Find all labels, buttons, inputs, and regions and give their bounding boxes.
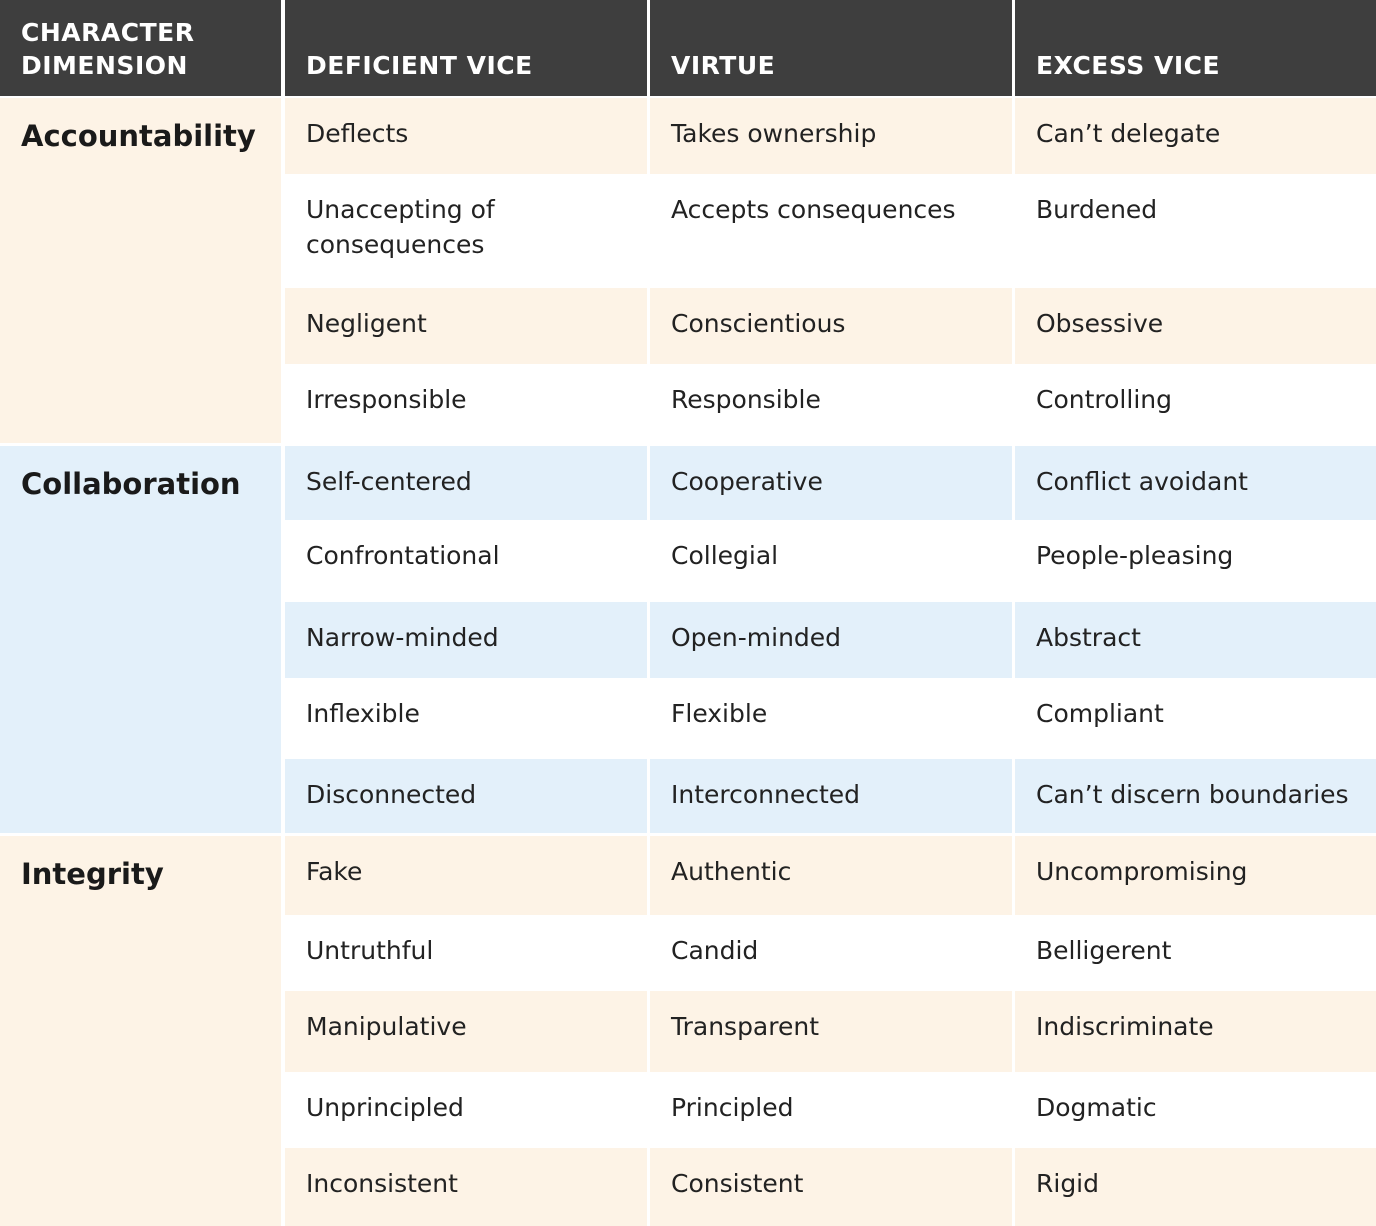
- cell-virtue: Authentic: [650, 836, 1012, 915]
- cell-deficient: Inconsistent: [285, 1148, 647, 1226]
- cell-virtue: Conscientious: [650, 288, 1012, 364]
- cell-deficient: Inflexible: [285, 678, 647, 759]
- cell-excess: Dogmatic: [1015, 1072, 1376, 1148]
- cell-deficient: Unaccepting of consequences: [285, 174, 647, 288]
- cell-excess: Belligerent: [1015, 915, 1376, 991]
- header-character-dimension: CHARACTER DIMENSION: [0, 0, 281, 96]
- cell-virtue: Transparent: [650, 991, 1012, 1072]
- cell-deficient: Untruthful: [285, 915, 647, 991]
- cell-deficient: Irresponsible: [285, 364, 647, 443]
- cell-virtue: Open-minded: [650, 602, 1012, 678]
- cell-virtue: Responsible: [650, 364, 1012, 443]
- dimension-collaboration: Collaboration: [0, 446, 281, 833]
- cell-deficient: Deflects: [285, 98, 647, 174]
- cell-virtue: Candid: [650, 915, 1012, 991]
- cell-virtue: Accepts consequences: [650, 174, 1012, 288]
- cell-deficient: Unprincipled: [285, 1072, 647, 1148]
- cell-excess: Abstract: [1015, 602, 1376, 678]
- cell-virtue: Consistent: [650, 1148, 1012, 1226]
- header-deficient-vice-label: DEFICIENT VICE: [306, 51, 533, 80]
- cell-excess: Can’t discern boundaries: [1015, 759, 1376, 833]
- cell-virtue: Interconnected: [650, 759, 1012, 833]
- header-excess-vice-label: EXCESS VICE: [1036, 51, 1221, 80]
- cell-deficient: Self-centered: [285, 446, 647, 520]
- cell-virtue: Takes ownership: [650, 98, 1012, 174]
- dimension-integrity: Integrity: [0, 836, 281, 1226]
- cell-excess: Conflict avoidant: [1015, 446, 1376, 520]
- cell-excess: People-pleasing: [1015, 520, 1376, 602]
- cell-virtue: Principled: [650, 1072, 1012, 1148]
- cell-excess: Controlling: [1015, 364, 1376, 443]
- cell-excess: Rigid: [1015, 1148, 1376, 1226]
- cell-virtue: Collegial: [650, 520, 1012, 602]
- header-deficient-vice: DEFICIENT VICE: [285, 0, 647, 96]
- cell-deficient: Confrontational: [285, 520, 647, 602]
- cell-deficient: Fake: [285, 836, 647, 915]
- cell-virtue: Flexible: [650, 678, 1012, 759]
- header-character-dimension-line-2: DIMENSION: [21, 51, 188, 80]
- dimension-accountability: Accountability: [0, 98, 281, 443]
- cell-excess: Burdened: [1015, 174, 1376, 288]
- cell-deficient: Narrow-minded: [285, 602, 647, 678]
- cell-deficient: Manipulative: [285, 991, 647, 1072]
- cell-excess: Indiscriminate: [1015, 991, 1376, 1072]
- cell-deficient: Disconnected: [285, 759, 647, 833]
- cell-excess: Can’t delegate: [1015, 98, 1376, 174]
- cell-excess: Uncompromising: [1015, 836, 1376, 915]
- header-excess-vice: EXCESS VICE: [1015, 0, 1376, 96]
- cell-excess: Compliant: [1015, 678, 1376, 759]
- header-virtue: VIRTUE: [650, 0, 1012, 96]
- cell-deficient: Negligent: [285, 288, 647, 364]
- header-virtue-label: VIRTUE: [671, 51, 776, 80]
- cell-excess: Obsessive: [1015, 288, 1376, 364]
- header-character-dimension-line-1: CHARACTER: [21, 18, 195, 47]
- cell-virtue: Cooperative: [650, 446, 1012, 520]
